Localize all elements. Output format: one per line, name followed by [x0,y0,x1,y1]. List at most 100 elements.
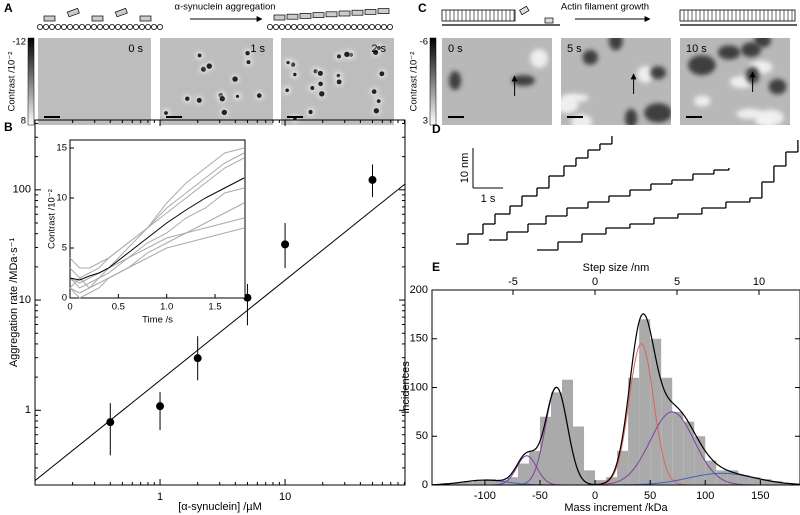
y-tick-label: 150 [410,333,428,345]
lipid [85,23,92,30]
particle [235,94,240,98]
histogram-bar [451,483,463,485]
histogram-bar [528,450,540,485]
data-point [281,240,290,249]
filament [441,9,516,22]
blob [562,93,589,103]
lipid [55,23,62,30]
histogram-bar [539,416,551,485]
scale-bar-y-label: 10 nm [459,153,471,184]
panel-letter: A [4,1,13,15]
monomer [519,5,530,16]
lipid [290,23,297,30]
fit-component [432,343,800,486]
inset-y-tick-label: 15 [56,143,67,154]
data-point [106,418,115,427]
micrograph-frame: 5 s [561,38,671,125]
x-tick-label: 100 [696,490,714,502]
histogram-bar [495,480,507,485]
particle [310,86,315,90]
panel-letter: C [418,1,427,15]
panel-letter: E [432,260,440,274]
histogram-bar [584,470,596,485]
particle [245,51,250,56]
micrograph-frame: 0 s [442,38,552,125]
inset-trace [69,217,245,284]
fit-component [432,411,800,486]
protein [139,15,152,22]
frame-time: 0 s [448,43,463,55]
lipid [326,23,333,30]
particle [344,51,350,58]
histogram-bar [550,392,563,485]
particle [293,72,297,77]
y-tick-label: 50 [416,430,428,442]
histogram-bar [617,450,629,485]
blob [637,66,654,83]
lipid [138,23,145,30]
particle [232,76,238,82]
micrograph-frame: 2 s [281,38,394,125]
histogram-bar [562,379,574,485]
histogram-bar [484,479,496,485]
particle [246,60,251,65]
lipid [121,23,128,30]
y-tick-label: 200 [410,284,428,296]
protein [299,13,312,19]
histogram-bar [749,477,761,485]
protein [325,11,338,18]
y-tick-label: 10 [19,294,31,306]
lipid [132,23,139,30]
lipid [308,23,315,30]
particle [196,97,202,103]
lipid [73,23,80,30]
particle [336,73,341,78]
x2-tick-label: 10 [753,276,765,288]
x-axis-label: Mass increment /kDa [564,502,668,514]
blob [512,75,536,87]
histogram-bar [705,460,717,485]
colorbar-tick-label: 8 [21,116,26,127]
particle [376,99,381,103]
x2-axis-label: Step size /nm [583,262,650,274]
particle [221,109,228,116]
colorbar-label: Contrast /10⁻² [7,52,18,112]
histogram-bar [661,377,673,485]
blob [736,108,763,120]
inset-y-tick-label: 0 [62,293,67,304]
blob [448,71,462,91]
particle [219,96,225,102]
particle [336,79,342,85]
histogram-bar [628,377,640,485]
image [38,38,151,125]
lipid [350,23,357,30]
particle [164,111,168,115]
x2-tick-label: 5 [674,276,680,288]
lipid [380,23,387,30]
lipid [97,23,104,30]
protein [114,7,128,18]
protein [66,7,80,18]
blob [582,49,598,65]
panel-letter: D [432,122,441,136]
lipid [338,23,345,30]
colorbar [27,37,35,126]
lipid [144,23,151,30]
inset-y-tick-label: 10 [56,193,67,204]
protein [43,15,56,22]
histogram-bar [462,482,474,485]
lipid [296,23,303,30]
protein [286,13,299,20]
inset-trace [69,187,245,289]
x-axis-label: [α-synuclein] /µM [178,501,262,513]
blob [740,42,761,58]
histogram-bar [738,475,750,485]
blob [687,55,716,76]
histogram-bar [716,470,728,485]
y-tick-label: 0 [422,479,428,491]
x-tick-label: 150 [751,490,769,502]
x-tick-label: 10 [279,491,291,503]
histogram-bar [573,426,585,485]
lipid [362,23,369,30]
